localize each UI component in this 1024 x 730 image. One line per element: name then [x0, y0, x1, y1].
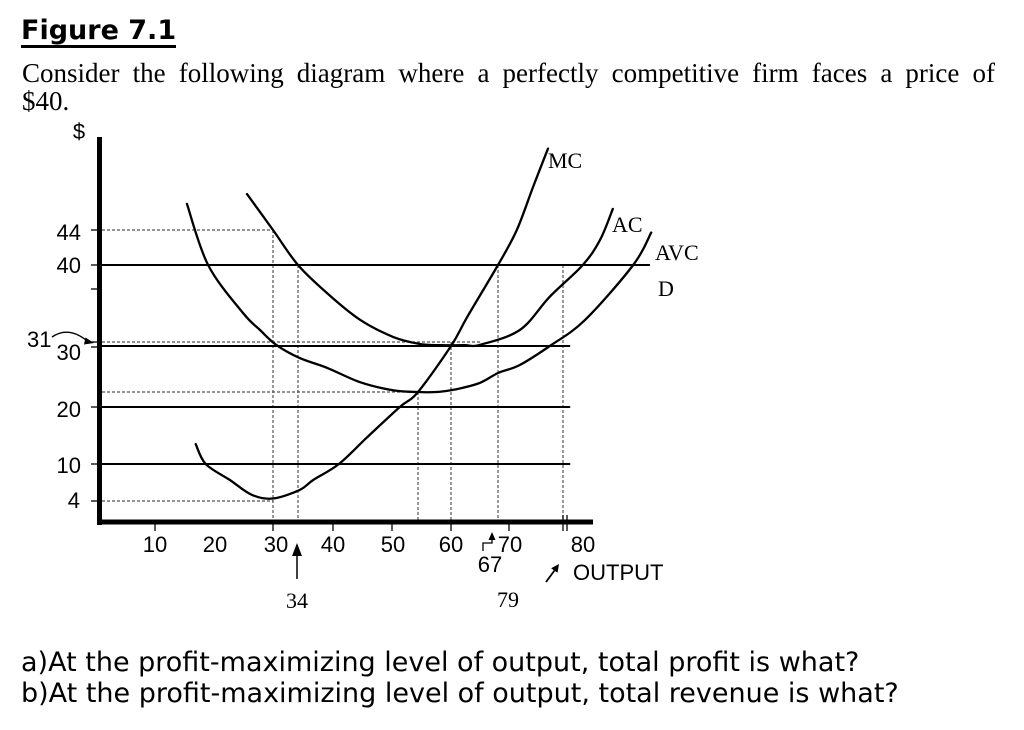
mc-curve	[194, 147, 550, 500]
avc-curve	[185, 202, 653, 394]
ac-curve	[245, 192, 614, 348]
demand-label: D	[658, 276, 674, 301]
x-tick-label-20: 20	[203, 532, 227, 557]
arrow-up-right-icon	[545, 564, 559, 583]
y-tick-label-44: 44	[57, 220, 81, 245]
y-tick-marks	[91, 229, 97, 502]
x-axis	[97, 519, 593, 525]
x-tick-label-80: 80	[571, 532, 595, 557]
figure-description-line-1: Consider the following diagram where a p…	[22, 58, 995, 88]
x-axis-label: OUTPUT	[573, 560, 663, 585]
y-tick-label-31: 31	[27, 327, 51, 352]
mc-label: MC	[548, 148, 582, 173]
arrow-up-icon	[292, 543, 302, 579]
figure-description-line-2: $40.	[22, 86, 70, 116]
y-tick-label-40: 40	[57, 253, 81, 278]
x-tick-label-40: 40	[321, 532, 345, 557]
cost-curves	[185, 147, 653, 500]
y-tick-label-4: 4	[68, 488, 80, 513]
bent-arrow-icon	[482, 532, 496, 551]
x-tick-label-50: 50	[381, 532, 405, 557]
x-tick-label-70: 70	[498, 532, 522, 557]
curved-arrow-icon	[51, 331, 94, 345]
y-axis	[97, 137, 102, 525]
x-annotation-34: 34	[286, 588, 308, 613]
ac-label: AC	[612, 212, 643, 237]
x-tick-label-10: 10	[143, 532, 167, 557]
question-b: b)At the profit-maximizing level of outp…	[21, 678, 899, 709]
y-tick-label-30: 30	[57, 340, 81, 365]
avc-label: AVC	[655, 240, 699, 265]
y-axis-label: $	[73, 119, 85, 144]
y-tick-label-10: 10	[57, 453, 81, 478]
price-and-level-lines	[102, 264, 650, 465]
figure-title: Figure 7.1	[21, 15, 177, 48]
question-a: a)At the profit-maximizing level of outp…	[21, 647, 860, 678]
dotted-guides	[102, 229, 564, 520]
x-tick-label-30: 30	[264, 532, 288, 557]
y-tick-label-20: 20	[57, 397, 81, 422]
x-tick-label-60: 60	[439, 532, 463, 557]
x-tick-marks	[154, 515, 568, 531]
x-annotation-67: 67	[478, 552, 502, 577]
x-annotation-79: 79	[497, 587, 519, 612]
